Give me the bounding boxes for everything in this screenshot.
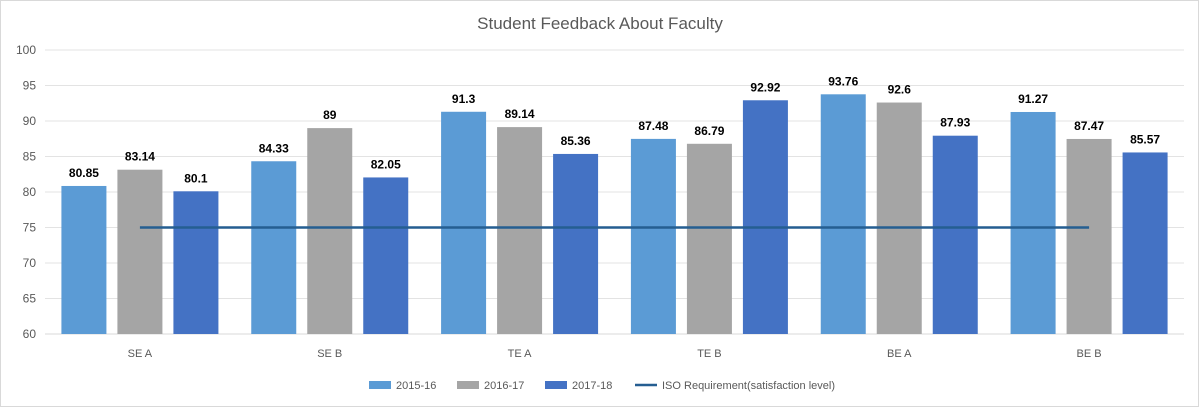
data-label: 91.3	[452, 92, 476, 106]
y-tick-label: 90	[23, 114, 37, 128]
data-label: 89.14	[505, 107, 535, 121]
y-tick-label: 85	[23, 150, 37, 164]
bar	[553, 153, 599, 334]
y-tick-label: 75	[23, 221, 37, 235]
x-category-label: TE A	[508, 348, 533, 360]
y-axis-ticks: 60 65 70 75 80 85 90 95 100	[16, 43, 36, 341]
bar	[117, 169, 163, 334]
data-label: 92.6	[888, 83, 912, 97]
data-label: 85.57	[1130, 132, 1160, 146]
legend: 2015-16 2016-17 2017-18 ISO Requirement(sat…	[369, 380, 835, 392]
data-label: 89	[323, 108, 337, 122]
data-labels: 80.85 83.14 80.1 84.33 89 82.05 91.3 89.14 85.36…	[69, 74, 1161, 185]
data-label: 92.92	[750, 80, 780, 94]
data-label: 93.76	[828, 74, 858, 88]
bar	[820, 94, 866, 334]
data-label: 85.36	[561, 134, 591, 148]
data-label: 87.48	[638, 119, 668, 133]
bar	[1066, 138, 1112, 334]
bar	[932, 135, 978, 334]
data-label: 82.05	[371, 157, 401, 171]
x-category-label: SE A	[128, 348, 153, 360]
bars	[61, 94, 1168, 335]
bar	[173, 191, 219, 334]
legend-label: 2015-16	[396, 380, 436, 392]
legend-label: 2017-18	[572, 380, 612, 392]
bar	[1122, 152, 1168, 334]
bar	[876, 102, 922, 334]
x-category-label: SE B	[317, 348, 342, 360]
bar	[742, 100, 788, 334]
y-tick-label: 100	[16, 43, 36, 57]
data-label: 86.79	[694, 124, 724, 138]
data-label: 87.47	[1074, 119, 1104, 133]
y-tick-label: 60	[23, 327, 37, 341]
y-tick-label: 80	[23, 185, 37, 199]
x-category-label: BE A	[887, 348, 912, 360]
legend-swatch	[457, 381, 479, 389]
data-label: 80.85	[69, 166, 99, 180]
bar	[686, 143, 732, 334]
x-axis-categories: SE A SE B TE A TE B BE A BE B	[128, 348, 1102, 360]
legend-swatch	[369, 381, 391, 389]
legend-swatch	[545, 381, 567, 389]
bar	[1010, 111, 1056, 334]
bar	[441, 111, 487, 335]
y-tick-label: 95	[23, 79, 37, 93]
legend-label: 2016-17	[484, 380, 524, 392]
x-category-label: TE B	[697, 348, 721, 360]
chart-title: Student Feedback About Faculty	[477, 14, 723, 33]
bar	[363, 177, 409, 334]
data-label: 87.93	[940, 116, 970, 130]
data-label: 80.1	[184, 171, 208, 185]
data-label: 84.33	[259, 141, 289, 155]
bar	[307, 128, 353, 334]
bar	[61, 185, 107, 334]
y-tick-label: 70	[23, 256, 37, 270]
data-label: 91.27	[1018, 92, 1048, 106]
bar	[251, 161, 297, 334]
bar	[497, 127, 543, 334]
bar	[630, 138, 676, 334]
data-label: 83.14	[125, 150, 155, 164]
x-category-label: BE B	[1077, 348, 1102, 360]
legend-label: ISO Requirement(satisfaction level)	[662, 380, 835, 392]
y-tick-label: 65	[23, 292, 37, 306]
